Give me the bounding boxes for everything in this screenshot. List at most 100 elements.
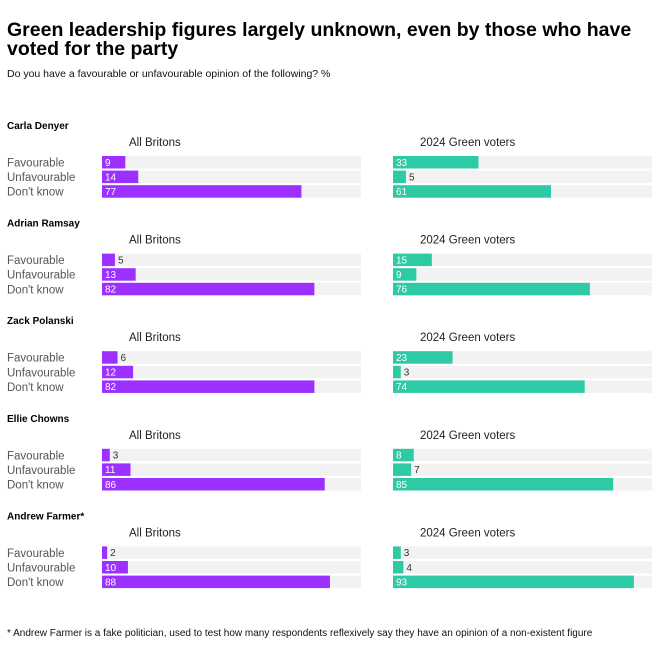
- bar-green-voters-favourable: [393, 351, 453, 364]
- row-label-unfavourable: Unfavourable: [7, 367, 75, 379]
- politician-name-carla-denyer: Carla Denyer: [7, 121, 69, 132]
- data-label-green-voters-unfavourable: 4: [406, 563, 412, 574]
- data-label-all-britons-don-t-know: 82: [105, 285, 117, 296]
- bar-green-voters-favourable: [393, 546, 401, 559]
- data-label-all-britons-don-t-know: 77: [105, 187, 117, 198]
- panel-title-green-voters: 2024 Green voters: [420, 527, 516, 539]
- data-label-green-voters-don-t-know: 76: [396, 285, 408, 296]
- row-label-don-t-know: Don't know: [7, 577, 64, 589]
- bar-track: [393, 170, 652, 184]
- data-label-green-voters-don-t-know: 85: [396, 480, 408, 491]
- data-label-all-britons-unfavourable: 10: [105, 563, 117, 574]
- data-label-all-britons-favourable: 9: [105, 158, 111, 169]
- panel-title-all-britons: All Britons: [129, 235, 181, 247]
- bar-track: [102, 268, 361, 281]
- politician-name-andrew-farmer: Andrew Farmer*: [7, 511, 84, 522]
- data-label-green-voters-favourable: 33: [396, 158, 408, 169]
- bar-all-britons-don-t-know: [102, 575, 330, 589]
- panel-title-green-voters: 2024 Green voters: [420, 137, 516, 149]
- bar-all-britons-favourable: [102, 546, 108, 559]
- row-label-don-t-know: Don't know: [7, 187, 64, 199]
- footnote: * Andrew Farmer is a fake politician, us…: [7, 628, 593, 639]
- bar-all-britons-don-t-know: [102, 478, 325, 491]
- bar-green-voters-unfavourable: [393, 170, 406, 184]
- politician-name-zack-polanski: Zack Polanski: [7, 316, 74, 327]
- data-label-all-britons-don-t-know: 86: [105, 480, 117, 491]
- row-label-unfavourable: Unfavourable: [7, 172, 75, 184]
- data-label-all-britons-favourable: 3: [113, 451, 119, 462]
- data-label-green-voters-unfavourable: 3: [404, 368, 410, 379]
- bar-track: [393, 463, 652, 476]
- panel-title-all-britons: All Britons: [129, 430, 181, 442]
- bar-track: [102, 546, 361, 559]
- chart-subtitle: Do you have a favourable or unfavourable…: [7, 68, 331, 80]
- data-label-all-britons-don-t-know: 88: [105, 577, 117, 588]
- data-label-green-voters-favourable: 23: [396, 353, 408, 364]
- data-label-all-britons-unfavourable: 11: [105, 465, 116, 476]
- data-label-all-britons-unfavourable: 13: [105, 270, 117, 281]
- bar-track: [393, 448, 652, 462]
- bar-all-britons-favourable: [102, 156, 126, 169]
- bar-green-voters-don-t-know: [393, 380, 585, 393]
- row-label-favourable: Favourable: [7, 353, 65, 365]
- row-label-favourable: Favourable: [7, 450, 65, 462]
- row-label-favourable: Favourable: [7, 255, 65, 267]
- bar-green-voters-favourable: [393, 448, 414, 462]
- chart-title: Green leadership figures largely unknown…: [7, 19, 632, 60]
- data-label-green-voters-don-t-know: 61: [396, 187, 408, 198]
- bar-all-britons-favourable: [102, 448, 110, 462]
- bar-all-britons-favourable: [102, 253, 115, 267]
- bar-track: [393, 561, 652, 574]
- bar-track: [102, 463, 361, 476]
- row-label-don-t-know: Don't know: [7, 382, 64, 394]
- row-label-don-t-know: Don't know: [7, 284, 64, 296]
- bar-all-britons-unfavourable: [102, 365, 134, 379]
- bar-green-voters-unfavourable: [393, 561, 404, 574]
- bar-track: [102, 156, 361, 169]
- bar-all-britons-unfavourable: [102, 463, 131, 476]
- bar-track: [393, 268, 652, 281]
- data-label-all-britons-unfavourable: 14: [105, 172, 117, 183]
- bar-track: [102, 253, 361, 267]
- row-label-favourable: Favourable: [7, 548, 65, 560]
- politician-name-ellie-chowns: Ellie Chowns: [7, 414, 70, 425]
- row-label-unfavourable: Unfavourable: [7, 465, 75, 477]
- bar-track: [102, 365, 361, 379]
- data-label-green-voters-don-t-know: 93: [396, 577, 408, 588]
- bar-green-voters-favourable: [393, 253, 432, 267]
- bar-all-britons-unfavourable: [102, 170, 139, 184]
- panel-title-all-britons: All Britons: [129, 527, 181, 539]
- bar-track: [393, 351, 652, 364]
- bar-all-britons-don-t-know: [102, 185, 302, 198]
- bar-all-britons-don-t-know: [102, 282, 315, 296]
- bar-track: [102, 351, 361, 364]
- bar-green-voters-don-t-know: [393, 282, 590, 296]
- data-label-green-voters-favourable: 3: [404, 548, 410, 559]
- data-label-green-voters-favourable: 15: [396, 255, 408, 266]
- row-label-favourable: Favourable: [7, 158, 65, 170]
- data-label-all-britons-favourable: 6: [121, 353, 127, 364]
- bar-green-voters-unfavourable: [393, 365, 401, 379]
- bar-green-voters-don-t-know: [393, 478, 614, 491]
- data-label-green-voters-don-t-know: 74: [396, 382, 408, 393]
- bar-track: [102, 170, 361, 184]
- bar-green-voters-don-t-know: [393, 185, 551, 198]
- bar-track: [393, 253, 652, 267]
- data-label-all-britons-don-t-know: 82: [105, 382, 117, 393]
- data-label-all-britons-unfavourable: 12: [105, 368, 117, 379]
- data-label-green-voters-unfavourable: 7: [414, 465, 420, 476]
- panel-title-all-britons: All Britons: [129, 137, 181, 149]
- bar-green-voters-unfavourable: [393, 463, 412, 476]
- row-label-don-t-know: Don't know: [7, 480, 64, 492]
- panel-title-all-britons: All Britons: [129, 332, 181, 344]
- bar-all-britons-favourable: [102, 351, 118, 364]
- data-label-all-britons-favourable: 2: [110, 548, 116, 559]
- bar-green-voters-don-t-know: [393, 575, 634, 589]
- data-label-green-voters-unfavourable: 5: [409, 172, 415, 183]
- data-label-green-voters-favourable: 8: [396, 451, 402, 462]
- bar-all-britons-don-t-know: [102, 380, 315, 393]
- panel-title-green-voters: 2024 Green voters: [420, 430, 516, 442]
- data-label-all-britons-favourable: 5: [118, 255, 124, 266]
- bar-track: [102, 561, 361, 574]
